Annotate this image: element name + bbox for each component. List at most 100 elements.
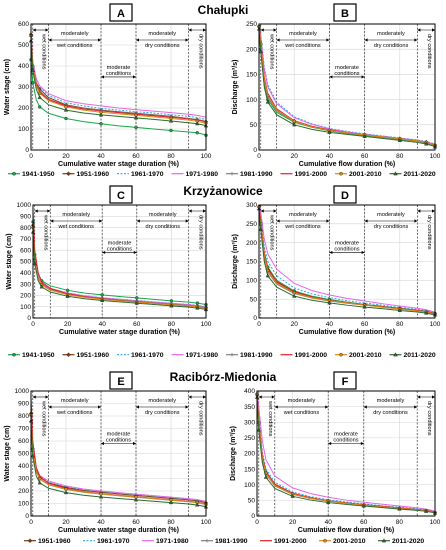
data-point [100,293,104,297]
y-tick-label: 500 [18,451,29,458]
series-line [256,394,436,514]
y-tick-label: 200 [20,293,31,300]
data-point [362,134,367,138]
data-point [64,116,68,121]
dry-conditions-label: dry conditions [197,401,203,436]
moderately-dry-arrow [136,219,189,223]
data-point [63,490,69,495]
moderately-dry-arrow [136,38,189,42]
data-point [134,300,139,305]
moderate-label-1: moderate [334,432,358,438]
series-line [258,205,436,315]
legend-item-1941-1950: 1941-1950 [8,171,55,178]
legend-item-2001-2010: 2001-2010 [335,171,382,178]
series-line [258,206,436,315]
y-tick-label: 600 [18,21,29,28]
data-point [361,503,366,508]
dry-arrow [188,209,206,213]
dry-arrow [417,28,435,32]
x-tick-label: 100 [201,153,212,160]
data-point [326,500,331,505]
series-line [30,413,207,504]
panel-letter: B [341,8,349,20]
wet-conditions-label: wet conditions [269,33,275,70]
legend-item-1981-1990: 1981-1990 [201,538,248,545]
panel-letter: F [342,376,349,388]
panel-letter-box [109,185,133,204]
series-line [30,412,207,503]
y-tick-label: 0 [27,315,31,322]
data-point [292,291,296,295]
legend-item-1971-1980: 1971-1980 [142,538,189,545]
y-tick-label: 700 [18,426,29,433]
x-tick-label: 80 [396,321,404,328]
panel-letter-box [109,3,133,22]
legend-label: 1981-1990 [240,352,273,359]
x-tick-label: 0 [31,321,35,328]
data-point [133,115,139,120]
legend-item-1951-1960: 1951-1960 [62,171,109,178]
moderately-dry-label-1: moderately [377,398,405,404]
x-tick-label: 100 [201,519,212,526]
panel-letter: E [117,376,124,388]
wet-conditions-label: wet conditions [269,214,275,251]
data-point [256,427,261,432]
legend-label: 1981-1990 [215,538,248,545]
x-tick-label: 60 [360,519,368,526]
legend-item-1941-1950: 1941-1950 [8,352,55,359]
y-axis-label: Discharge (m³/s) [232,234,239,289]
plot-frame [32,204,207,319]
x-tick-label: 100 [430,519,441,526]
section-title-raciborz-miedonia: Racibórz-Miedonia [170,370,277,384]
dry-arrow [188,395,206,399]
moderate-label-2: conditions [106,71,131,77]
y-tick-label: 100 [244,482,255,489]
legend-label: 1981-1990 [240,171,273,178]
y-tick-label: 200 [246,240,257,247]
series-line [256,391,436,512]
y-tick-label: 500 [18,42,29,49]
data-point [169,303,174,308]
moderate-label-1: moderate [108,240,132,246]
moderately-dry-arrow [363,405,418,409]
x-axis-label: Cumulative water stage duration (%) [58,161,179,168]
moderately-dry-label-1: moderately [148,31,176,37]
y-tick-label: 200 [244,451,255,458]
y-tick-label: 100 [20,304,31,311]
series-1961-1970 [256,392,436,513]
series-line [258,208,436,316]
moderate-arrow [102,250,137,255]
y-axis-label: Water stage (cm) [4,59,11,115]
y-tick-label: 50 [248,498,256,505]
x-tick-label: 40 [97,153,105,160]
data-point [65,294,70,298]
data-point [195,131,199,135]
y-tick-label: 100 [246,97,257,104]
series-1941-1950 [31,220,208,307]
x-tick-label: 80 [396,153,404,160]
y-tick-label: 900 [20,214,31,221]
y-tick-label: 900 [18,401,29,408]
plot-frame [30,23,207,151]
legend-item-2001-2010: 2001-2010 [335,352,382,359]
data-point [195,502,200,507]
y-tick-label: 400 [18,463,29,470]
x-tick-label: 80 [167,519,175,526]
data-point [30,67,35,72]
moderately-dry-label-1: moderately [377,31,405,37]
y-tick-label: 300 [18,84,29,91]
legend-label: 1961-1970 [131,352,164,359]
data-point [424,509,429,513]
series-line [256,392,436,513]
x-axis-label: Cumulative flow duration (%) [298,527,394,534]
plot-frame [258,204,436,319]
moderate-label-2: conditions [333,438,358,444]
data-point [31,81,35,85]
wet-conditions-label: wet conditions [41,33,47,70]
x-tick-label: 20 [291,321,299,328]
x-axis-label: Cumulative water stage duration (%) [59,329,180,336]
